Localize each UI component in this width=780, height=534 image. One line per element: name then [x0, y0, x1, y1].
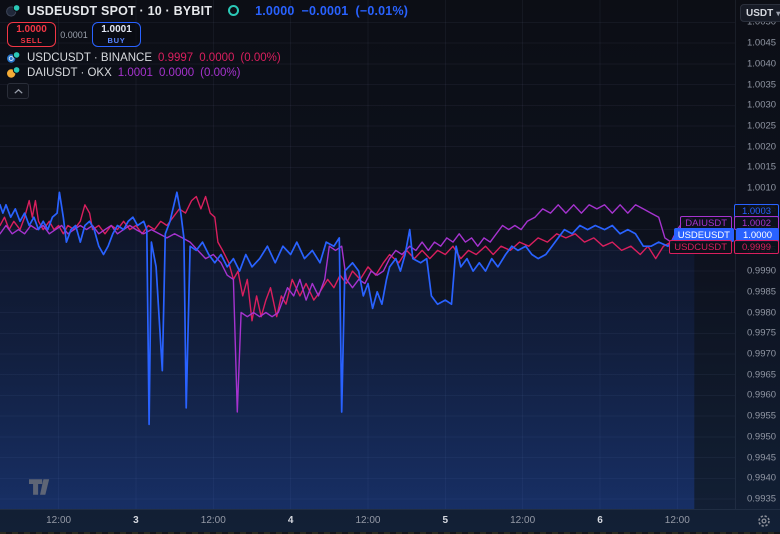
price-tick-label: 0.9970 [747, 348, 777, 360]
price-axis[interactable]: 1.0050 1.0045 1.0040 1.0035 1.0030 1.0025 1.00… [735, 0, 780, 509]
price-tick-label: 0.9990 [747, 265, 777, 277]
symbol-title: USDEUSDT SPOT · 10 · BYBIT [27, 3, 213, 18]
price-label-tag: USDCUSDT [669, 240, 732, 255]
price-change-pct: (−0.01%) [355, 3, 409, 18]
price-label-value: 1.0000 [736, 228, 779, 243]
gear-icon [758, 515, 770, 527]
compare-title: DAIUSDT · OKX [27, 66, 112, 79]
price-tick-label: 0.9960 [747, 389, 777, 401]
price-tick-label: 0.9940 [747, 472, 777, 484]
usdeusdt-line-series [0, 191, 696, 426]
buy-price: 1.0001 [101, 23, 132, 35]
compare-row-usdcusdt[interactable]: USDCUSDT · BINANCE 0.9997 0.0000 (0.00%) [6, 50, 408, 65]
price-change: −0.0001 [301, 3, 349, 18]
last-price: 1.0000 [255, 3, 295, 18]
time-tick-label: 5 [442, 515, 449, 526]
compare-change: 0.0000 [158, 66, 195, 79]
price-tick-label: 1.0050 [747, 16, 777, 28]
price-tick-label: 0.9975 [747, 327, 777, 339]
usdcusdt-pair-icon [6, 51, 21, 64]
compare-row-daiusdt[interactable]: DAIUSDT · OKX 1.0001 0.0000 (0.00%) [6, 65, 408, 80]
chevron-up-icon [13, 88, 23, 94]
price-label-tag: DAIUSDT [680, 216, 732, 231]
time-tick-label: 6 [597, 515, 603, 526]
price-tick-label: 0.9985 [747, 286, 777, 298]
price-tick-label: 0.9955 [747, 410, 777, 422]
compare-change: 0.0000 [199, 51, 235, 64]
time-axis[interactable]: 12:00 3 12:00 4 12:00 5 12:00 6 12:00 [0, 509, 780, 533]
time-tick-label: 12:00 [510, 515, 536, 526]
compare-last: 0.9997 [158, 51, 194, 64]
usdeusdt-pair-icon [6, 4, 21, 17]
daiusdt-pair-icon [6, 66, 21, 79]
compare-values: 1.0001 0.0000 (0.00%) [118, 67, 241, 79]
price-tick-label: 1.0025 [747, 120, 777, 132]
usdeusdt-area-fill [0, 192, 695, 510]
spread-value: 0.0001 [60, 29, 88, 40]
price-tick-label: 1.0020 [747, 141, 777, 153]
sell-label: SELL [20, 35, 43, 45]
compare-last: 1.0001 [117, 66, 153, 79]
price-tick-label: 1.0010 [747, 182, 777, 194]
compare-title: USDCUSDT · BINANCE [27, 51, 153, 64]
axis-settings-button[interactable] [757, 514, 771, 533]
currency-selector-button[interactable]: USDT ▾ [740, 4, 780, 22]
buy-label: BUY [107, 35, 126, 45]
collapse-legend-button[interactable] [7, 83, 29, 99]
series-lines [0, 191, 696, 426]
time-tick-label: 12:00 [200, 515, 226, 526]
tradingview-logo[interactable] [24, 478, 58, 501]
price-label-tag: USDEUSDT [673, 228, 734, 243]
price-tick-label: 0.9945 [747, 452, 777, 464]
usdeusdt-price-label: USDEUSDT 1.0000 [673, 228, 779, 243]
chevron-down-icon: ▾ [776, 8, 780, 18]
currency-label: USDT [746, 7, 774, 19]
main-symbol-row[interactable]: USDEUSDT SPOT · 10 · BYBIT 1.0000 −0.000… [6, 2, 408, 19]
price-tick-label: 0.9965 [747, 369, 777, 381]
price-tick-label: 1.0035 [747, 79, 777, 91]
price-label-value: 0.9999 [734, 240, 779, 255]
time-tick-label: 3 [133, 515, 139, 526]
compare-values: 0.9997 0.0000 (0.00%) [158, 52, 281, 64]
time-tick-label: 12:00 [355, 515, 381, 526]
compare-change-pct: (0.00%) [200, 66, 241, 79]
price-tick-label: 1.0040 [747, 58, 777, 70]
time-tick-label: 12:00 [664, 515, 690, 526]
compare-change-pct: (0.00%) [240, 51, 281, 64]
price-tick-label: 0.9980 [747, 307, 777, 319]
price-tick-label: 0.9935 [747, 493, 777, 505]
pane-legend: USDEUSDT SPOT · 10 · BYBIT 1.0000 −0.000… [6, 2, 408, 99]
usdcusdt-price-label: USDCUSDT 0.9999 [669, 240, 779, 255]
buy-button[interactable]: 1.0001 BUY [92, 22, 141, 47]
daiusdt-price-label: DAIUSDT 1.0002 [680, 216, 779, 231]
usdcusdt-line-series [0, 195, 695, 322]
time-tick-label: 12:00 [46, 515, 72, 526]
time-tick-label: 4 [287, 515, 294, 526]
sell-button[interactable]: 1.0000 SELL [7, 22, 56, 47]
price-tick-label: 1.0015 [747, 161, 777, 173]
price-tick-label: 1.0030 [747, 99, 777, 111]
price-tick-label: 0.9950 [747, 431, 777, 443]
sell-price: 1.0000 [16, 23, 47, 35]
price-tick-label: 1.0045 [747, 37, 777, 49]
tradingview-logo-icon [29, 479, 50, 495]
pane-separator [0, 532, 780, 534]
quote-values: 1.0000 −0.0001 (−0.01%) [255, 4, 408, 18]
buy-sell-widget: 1.0000 SELL 0.0001 1.0001 BUY [7, 22, 408, 47]
market-status-icon[interactable] [228, 5, 240, 16]
